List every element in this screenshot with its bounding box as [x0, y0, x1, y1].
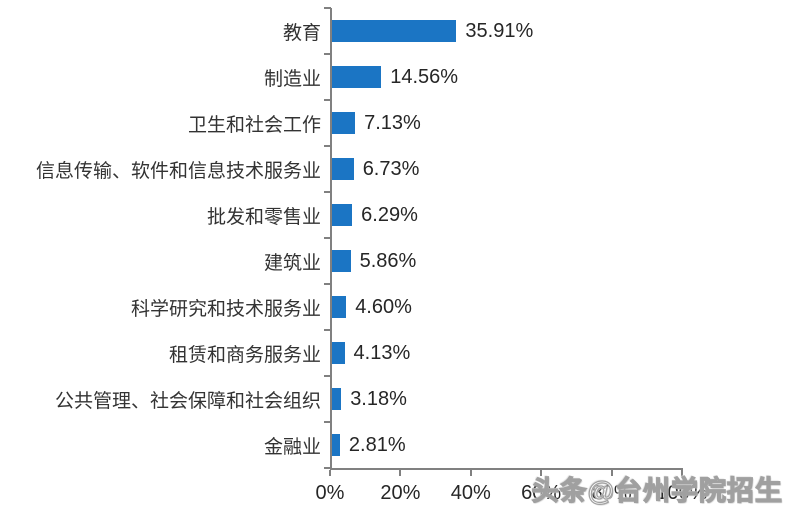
category-label: 公共管理、社会保障和社会组织	[54, 390, 321, 412]
chart-row: 公共管理、社会保障和社会组织 3.18%	[0, 376, 787, 422]
plot-area: 4.60%	[330, 284, 787, 330]
chart-row: 卫生和社会工作 7.13%	[0, 100, 787, 146]
y-axis-tick	[324, 283, 331, 285]
y-axis	[324, 7, 332, 469]
value-label: 4.60%	[355, 295, 412, 318]
x-axis-tick	[399, 470, 402, 476]
value-label: 3.18%	[350, 387, 407, 410]
bar	[330, 250, 351, 272]
bar	[330, 296, 347, 318]
watermark: 头条@台州学院招生	[531, 475, 783, 506]
y-axis-tick	[324, 145, 331, 147]
value-label: 14.56%	[390, 65, 459, 88]
x-axis-tick	[469, 470, 472, 476]
bar-rows: 教育 35.91% 制造业 14.56% 卫生和社会工作 7.13% 信息传输、软件和信息技…	[0, 8, 787, 468]
bar	[330, 434, 340, 456]
category-label: 制造业	[263, 68, 321, 90]
category-label: 批发和零售业	[206, 206, 321, 228]
value-label: 5.86%	[359, 249, 417, 272]
x-tick-label: 20%	[380, 482, 421, 504]
plot-area: 2.81%	[330, 422, 787, 468]
value-label: 6.73%	[362, 157, 420, 180]
bar	[330, 204, 353, 226]
bar	[330, 158, 354, 180]
bar	[330, 66, 382, 88]
y-axis-tick	[324, 329, 331, 331]
category-label: 信息传输、软件和信息技术服务业	[35, 160, 321, 182]
value-label: 2.81%	[348, 433, 406, 456]
x-tick-label: 60%	[521, 482, 562, 504]
value-label: 4.13%	[353, 341, 411, 364]
chart-row: 租赁和商务服务业 4.13%	[0, 330, 787, 376]
plot-area: 5.86%	[330, 238, 787, 284]
y-axis-tick	[324, 375, 331, 377]
y-axis-tick	[324, 237, 331, 239]
x-axis-tick	[540, 470, 543, 476]
plot-area: 14.56%	[330, 54, 787, 100]
x-axis: 0% 20% 40% 60% 80% 100%	[316, 468, 708, 504]
bar	[330, 112, 356, 134]
x-tick-label: 80%	[591, 482, 632, 504]
category-label: 科学研究和技术服务业	[130, 298, 321, 320]
x-tick-label: 100%	[656, 482, 708, 504]
category-label: 金融业	[263, 436, 321, 458]
category-label: 教育	[282, 22, 321, 44]
chart-row: 制造业 14.56%	[0, 54, 787, 100]
y-axis-tick	[324, 99, 331, 101]
y-axis-tick	[324, 53, 331, 55]
plot-area: 6.73%	[330, 146, 787, 192]
chart-row: 信息传输、软件和信息技术服务业 6.73%	[0, 146, 787, 192]
y-axis-tick	[324, 467, 331, 469]
category-label: 建筑业	[263, 252, 321, 274]
chart-row: 教育 35.91%	[0, 8, 787, 54]
plot-area: 3.18%	[330, 376, 787, 422]
bar	[330, 20, 457, 42]
plot-area: 4.13%	[330, 330, 787, 376]
x-axis-tick	[610, 470, 613, 476]
chart-row: 建筑业 5.86%	[0, 238, 787, 284]
chart-row: 科学研究和技术服务业 4.60%	[0, 284, 787, 330]
plot-area: 6.29%	[330, 192, 787, 238]
x-tick-label: 40%	[450, 482, 491, 504]
y-axis-tick	[324, 421, 331, 423]
value-label: 35.91%	[465, 19, 534, 42]
category-label: 卫生和社会工作	[187, 114, 321, 136]
plot-area: 7.13%	[330, 100, 787, 146]
value-label: 6.29%	[361, 203, 418, 226]
bar	[330, 342, 345, 364]
y-axis-tick	[324, 191, 331, 193]
x-axis-tick	[329, 470, 331, 476]
chart-row: 金融业 2.81%	[0, 422, 787, 468]
chart-row: 批发和零售业 6.29%	[0, 192, 787, 238]
value-label: 7.13%	[364, 111, 421, 134]
x-tick-label: 0%	[315, 482, 345, 504]
y-axis-tick	[324, 7, 331, 9]
x-axis-tick	[681, 470, 683, 476]
bar	[330, 388, 342, 410]
category-label: 租赁和商务服务业	[168, 344, 321, 366]
plot-area: 35.91%	[330, 8, 787, 54]
